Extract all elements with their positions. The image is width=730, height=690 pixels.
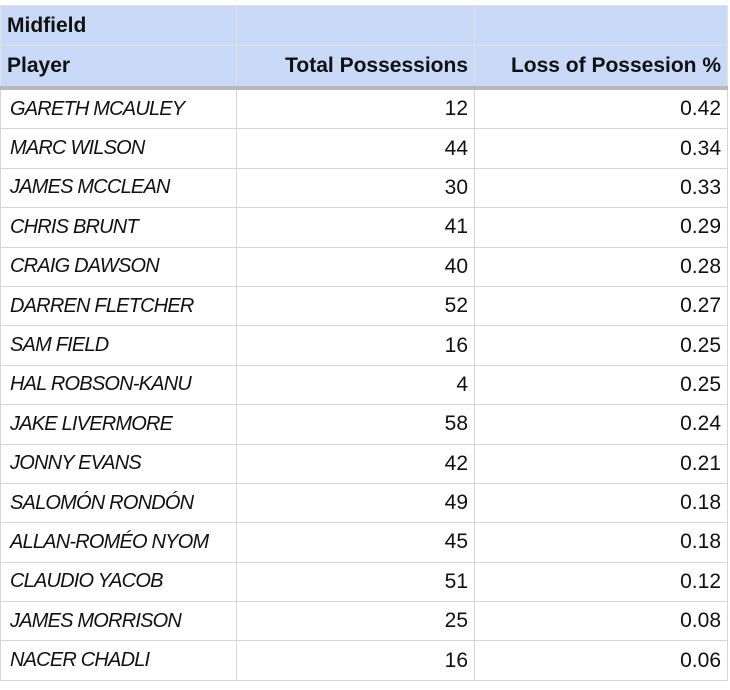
player-cell: HAL ROBSON-KANU bbox=[0, 364, 237, 406]
player-cell: CRAIG DAWSON bbox=[0, 246, 237, 287]
player-cell: JAKE LIVERMORE bbox=[0, 404, 237, 445]
number-cell: 0.34 bbox=[474, 128, 728, 169]
column-header: Total Possessions bbox=[236, 45, 475, 90]
player-cell: GARETH MCAULEY bbox=[0, 87, 237, 130]
number-cell: 51 bbox=[236, 561, 475, 603]
title-cell: Midfield bbox=[0, 5, 237, 46]
table-body: Midfield Player Total Possessions Loss of … bbox=[0, 5, 728, 681]
number-cell: 0.08 bbox=[474, 601, 728, 642]
number-cell: 30 bbox=[236, 167, 475, 209]
player-cell: ALLAN-ROMÉO NYOM bbox=[0, 522, 237, 563]
page: Midfield Player Total Possessions Loss of … bbox=[0, 5, 730, 690]
data-row: JAMES MCCLEAN 30 0.33 bbox=[0, 167, 728, 209]
player-cell: JONNY EVANS bbox=[0, 443, 237, 484]
number-cell: 0.18 bbox=[474, 522, 728, 563]
player-cell: CHRIS BRUNT bbox=[0, 207, 237, 248]
player-cell: DARREN FLETCHER bbox=[0, 285, 237, 327]
number-cell: 0.27 bbox=[474, 285, 728, 327]
number-cell: 25 bbox=[236, 601, 475, 642]
data-row: SALOMÓN RONDÓN 49 0.18 bbox=[0, 482, 728, 524]
number-cell: 49 bbox=[236, 482, 475, 524]
number-cell: 45 bbox=[236, 522, 475, 563]
data-row: JONNY EVANS 42 0.21 bbox=[0, 443, 728, 484]
number-cell: 0.42 bbox=[474, 87, 728, 130]
number-cell: 41 bbox=[236, 207, 475, 248]
number-cell: 0.25 bbox=[474, 364, 728, 406]
player-cell: CLAUDIO YACOB bbox=[0, 561, 237, 603]
player-cell: SALOMÓN RONDÓN bbox=[0, 482, 237, 524]
number-cell: 16 bbox=[236, 640, 475, 681]
number-cell: 58 bbox=[236, 404, 475, 445]
number-cell: 0.24 bbox=[474, 404, 728, 445]
number-cell: 0.29 bbox=[474, 207, 728, 248]
data-row: CHRIS BRUNT 41 0.29 bbox=[0, 207, 728, 248]
empty-cell bbox=[236, 5, 475, 46]
number-cell: 12 bbox=[236, 87, 475, 130]
number-cell: 0.06 bbox=[474, 640, 728, 681]
data-row: MARC WILSON 44 0.34 bbox=[0, 128, 728, 169]
number-cell: 42 bbox=[236, 443, 475, 484]
number-cell: 44 bbox=[236, 128, 475, 169]
data-row: CRAIG DAWSON 40 0.28 bbox=[0, 246, 728, 287]
sheet-table: Midfield Player Total Possessions Loss of … bbox=[0, 5, 728, 681]
number-cell: 0.21 bbox=[474, 443, 728, 484]
data-row: ALLAN-ROMÉO NYOM 45 0.18 bbox=[0, 522, 728, 563]
column-header: Player bbox=[0, 45, 237, 90]
data-row: NACER CHADLI 16 0.06 bbox=[0, 640, 728, 681]
data-row: DARREN FLETCHER 52 0.27 bbox=[0, 285, 728, 327]
number-cell: 0.18 bbox=[474, 482, 728, 524]
empty-cell bbox=[474, 5, 728, 46]
player-cell: NACER CHADLI bbox=[0, 640, 237, 681]
number-cell: 16 bbox=[236, 325, 475, 366]
title-row: Midfield bbox=[0, 5, 728, 46]
data-row: JAKE LIVERMORE 58 0.24 bbox=[0, 404, 728, 445]
column-header: Loss of Possesion % bbox=[474, 45, 728, 90]
number-cell: 52 bbox=[236, 285, 475, 327]
number-cell: 0.12 bbox=[474, 561, 728, 603]
player-cell: SAM FIELD bbox=[0, 325, 237, 366]
number-cell: 40 bbox=[236, 246, 475, 287]
data-row: CLAUDIO YACOB 51 0.12 bbox=[0, 561, 728, 603]
number-cell: 4 bbox=[236, 364, 475, 406]
number-cell: 0.25 bbox=[474, 325, 728, 366]
data-row: HAL ROBSON-KANU 4 0.25 bbox=[0, 364, 728, 406]
number-cell: 0.28 bbox=[474, 246, 728, 287]
data-row: JAMES MORRISON 25 0.08 bbox=[0, 601, 728, 642]
number-cell: 0.33 bbox=[474, 167, 728, 209]
data-row: GARETH MCAULEY 12 0.42 bbox=[0, 87, 728, 130]
header-row: Player Total Possessions Loss of Possesion… bbox=[0, 45, 728, 90]
player-cell: JAMES MORRISON bbox=[0, 601, 237, 642]
player-cell: JAMES MCCLEAN bbox=[0, 167, 237, 209]
data-row: SAM FIELD 16 0.25 bbox=[0, 325, 728, 366]
player-cell: MARC WILSON bbox=[0, 128, 237, 169]
